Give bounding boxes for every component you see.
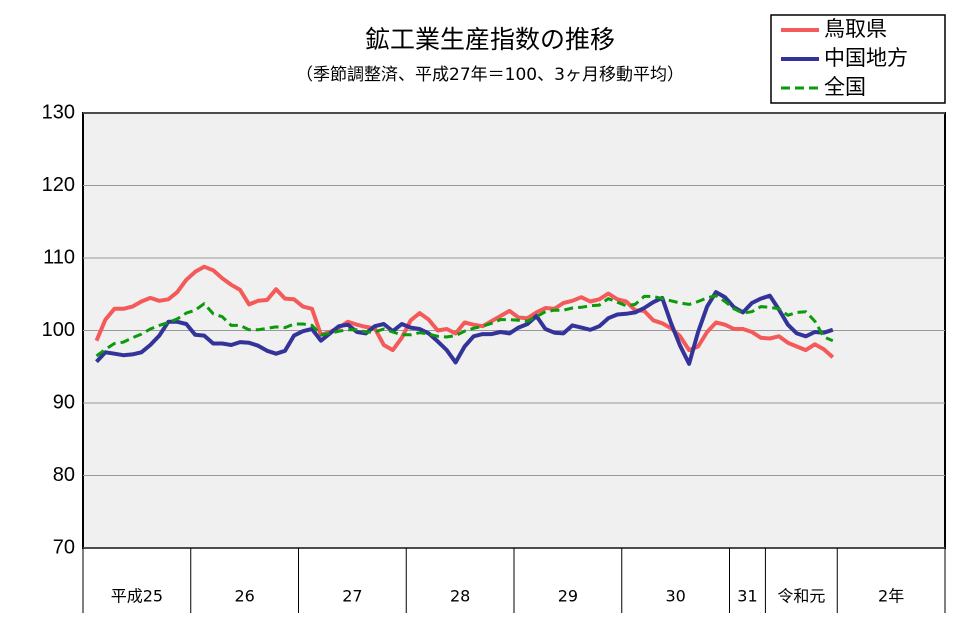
y-tick-label: 90 — [53, 391, 75, 413]
y-tick-label: 100 — [42, 319, 75, 341]
y-tick-label: 130 — [42, 101, 75, 123]
x-tick-label: 2年 — [878, 587, 904, 606]
series-line — [95, 290, 834, 366]
chart-title: 鉱工業生産指数の推移 — [365, 25, 615, 54]
y-tick-label: 80 — [53, 464, 75, 486]
x-tick-label: 平成25 — [111, 587, 163, 606]
y-tick-label: 70 — [53, 536, 75, 558]
x-tick-label: 26 — [234, 587, 254, 606]
legend-label: 鳥取県 — [824, 17, 887, 41]
legend-label: 全国 — [824, 75, 866, 99]
x-tick-label: 31 — [737, 587, 757, 606]
x-tick-label: 28 — [450, 587, 470, 606]
series-line — [95, 294, 834, 358]
x-tick-label: 29 — [558, 587, 578, 606]
y-tick-label: 110 — [43, 246, 75, 268]
x-tick-label: 27 — [342, 587, 362, 606]
x-tick-label: 30 — [665, 587, 685, 606]
x-tick-label: 令和元 — [777, 587, 825, 606]
legend-label: 中国地方 — [824, 46, 908, 70]
chart-subtitle: （季節調整済、平成27年＝100、3ヶ月移動平均） — [296, 65, 684, 85]
y-tick-label: 120 — [42, 174, 75, 196]
series-line — [94, 264, 835, 359]
